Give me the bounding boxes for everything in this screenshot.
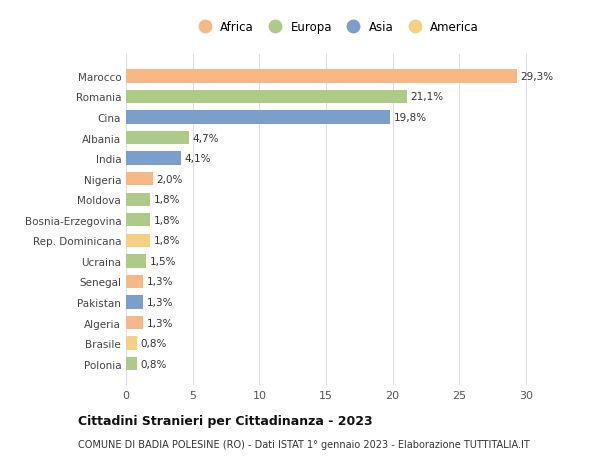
Bar (126, 90, 407, 104)
Text: 2,0%: 2,0% (156, 174, 182, 185)
Text: 21,1%: 21,1% (410, 92, 444, 102)
Bar (126, 111, 390, 124)
Text: 4,1%: 4,1% (184, 154, 211, 164)
Text: 29,3%: 29,3% (520, 72, 553, 82)
Bar (126, 152, 181, 165)
Bar (126, 213, 150, 227)
Legend: Africa, Europa, Asia, America: Africa, Europa, Asia, America (193, 21, 479, 34)
Bar (126, 234, 150, 247)
Bar (126, 337, 137, 350)
Text: 1,8%: 1,8% (154, 195, 180, 205)
Text: 1,3%: 1,3% (146, 318, 173, 328)
Bar (126, 132, 188, 145)
Text: 0,8%: 0,8% (140, 338, 166, 348)
Text: 1,8%: 1,8% (154, 215, 180, 225)
Text: COMUNE DI BADIA POLESINE (RO) - Dati ISTAT 1° gennaio 2023 - Elaborazione TUTTIT: COMUNE DI BADIA POLESINE (RO) - Dati IST… (78, 440, 530, 449)
Bar (126, 316, 143, 330)
Bar (126, 255, 146, 268)
Text: 1,8%: 1,8% (154, 236, 180, 246)
Bar (126, 70, 517, 84)
Text: 19,8%: 19,8% (394, 113, 427, 123)
Text: 4,7%: 4,7% (192, 133, 218, 143)
Bar (126, 357, 137, 370)
Text: 0,8%: 0,8% (140, 359, 166, 369)
Bar (126, 193, 150, 207)
Text: Cittadini Stranieri per Cittadinanza - 2023: Cittadini Stranieri per Cittadinanza - 2… (78, 414, 373, 428)
Text: 1,3%: 1,3% (146, 297, 173, 308)
Bar (126, 296, 143, 309)
Text: 1,3%: 1,3% (146, 277, 173, 287)
Text: 1,5%: 1,5% (149, 256, 176, 266)
Bar (126, 275, 143, 289)
Bar (126, 173, 152, 186)
